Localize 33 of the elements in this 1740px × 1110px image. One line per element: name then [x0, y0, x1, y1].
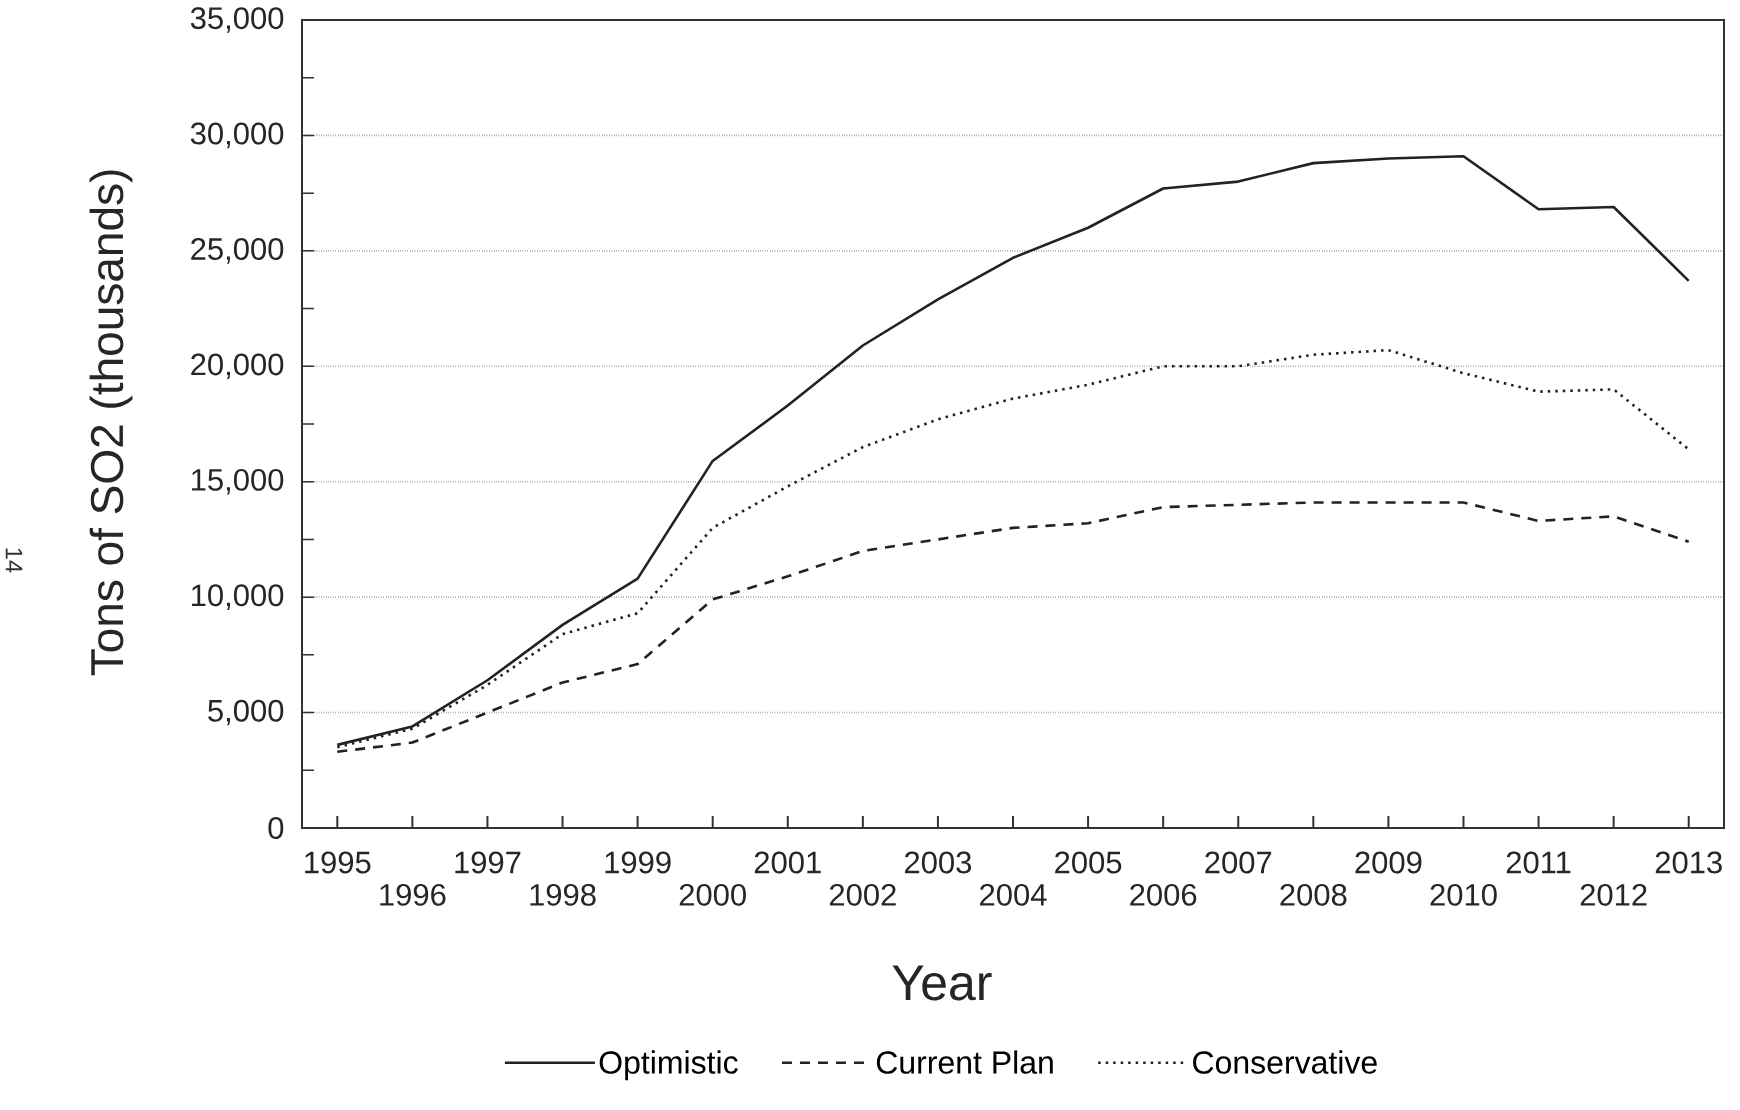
- y-tick-label: 0: [268, 817, 284, 839]
- legend-label: Conservative: [1193, 1050, 1377, 1074]
- x-tick-label: 1998: [530, 883, 596, 906]
- x-tick-label: 2002: [829, 883, 896, 906]
- x-tick-label: 2006: [1130, 883, 1197, 906]
- y-tick-label: 25,000: [191, 238, 284, 264]
- y-tick-label: 35,000: [190, 7, 284, 33]
- x-tick-label: 2009: [1355, 851, 1422, 874]
- y-tick-label: 15,000: [192, 468, 284, 495]
- x-tick-label: 2005: [1055, 851, 1122, 874]
- x-tick-label: 1997: [455, 851, 521, 874]
- x-tick-label: 2004: [980, 883, 1047, 906]
- x-tick-label: 2000: [679, 883, 746, 906]
- y-axis-title: Tons of SO2 (thousands): [89, 170, 133, 676]
- x-tick-label: 1995: [305, 851, 371, 874]
- legend-label: Current Plan: [876, 1050, 1053, 1074]
- y-tick-label: 20,000: [191, 353, 284, 380]
- legend-label: Optimistic: [599, 1050, 738, 1081]
- y-tick-label: 10,000: [192, 584, 284, 610]
- x-tick-label: 2011: [1506, 851, 1571, 874]
- x-tick-label: 2012: [1580, 883, 1647, 906]
- y-tick-label: 5,000: [208, 699, 284, 726]
- text: 14: [5, 548, 23, 573]
- x-tick-label: 2013: [1655, 851, 1722, 874]
- x-tick-label: 1996: [380, 883, 446, 906]
- x-tick-label: 1999: [605, 851, 671, 874]
- x-tick-label: 2008: [1280, 883, 1347, 906]
- x-tick-label: 2003: [905, 851, 972, 874]
- y-tick-label: 30,000: [190, 122, 284, 149]
- x-tick-label: 2001: [754, 851, 821, 874]
- x-axis-title: Year: [892, 965, 992, 1001]
- x-tick-label: 2007: [1205, 851, 1272, 874]
- x-tick-label: 2010: [1430, 883, 1497, 906]
